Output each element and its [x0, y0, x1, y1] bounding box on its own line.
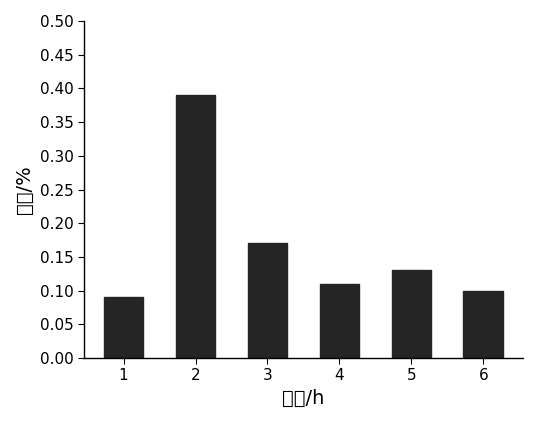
- Bar: [463, 291, 503, 358]
- X-axis label: 时段/h: 时段/h: [282, 389, 324, 408]
- Bar: [104, 297, 143, 358]
- Bar: [247, 244, 287, 358]
- Bar: [392, 270, 431, 358]
- Y-axis label: 比例/%: 比例/%: [15, 165, 34, 214]
- Bar: [176, 95, 215, 358]
- Bar: [320, 284, 359, 358]
